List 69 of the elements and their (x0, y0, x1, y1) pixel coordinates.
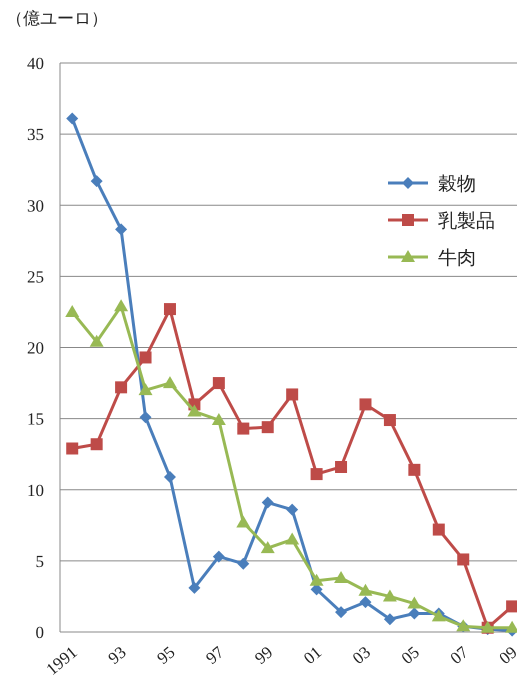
point (432, 524, 445, 536)
y-tick-label: 25 (27, 267, 44, 286)
point (260, 541, 275, 554)
point (310, 468, 323, 480)
point (115, 381, 128, 394)
y-tick-label: 10 (27, 480, 44, 500)
x-tick-label: 95 (153, 642, 179, 668)
point (262, 496, 274, 509)
y-tick-label: 5 (36, 552, 44, 571)
point (408, 464, 420, 476)
point (285, 532, 300, 545)
point (138, 383, 153, 396)
y-tick-label: 20 (27, 338, 44, 358)
y-tick-label: 30 (27, 196, 44, 216)
point (286, 504, 298, 516)
point (335, 606, 348, 618)
point (384, 414, 396, 426)
legend-label: 乳製品 (438, 211, 495, 232)
point (382, 589, 397, 602)
point (187, 404, 202, 417)
point (334, 570, 348, 583)
point (66, 442, 78, 454)
point (212, 413, 226, 426)
x-tick-label: 93 (104, 642, 130, 668)
point (335, 460, 348, 473)
y-tick-label: 40 (27, 54, 44, 73)
x-tick-label: 99 (251, 642, 276, 668)
y-axis-title: （億ユーロ） (6, 9, 108, 28)
point (262, 421, 274, 434)
point (188, 582, 200, 594)
x-tick-label: 05 (398, 642, 423, 668)
point (310, 574, 324, 586)
point (90, 334, 104, 347)
legend-label: 穀物 (438, 174, 476, 195)
point (212, 377, 225, 390)
legend-label: 牛肉 (438, 248, 476, 269)
x-tick-label: 09 (495, 642, 517, 668)
point (212, 550, 225, 563)
point (358, 584, 372, 596)
point (90, 438, 103, 450)
point (359, 596, 372, 608)
point (164, 470, 176, 483)
point (162, 376, 177, 388)
y-tick-label: 35 (27, 125, 44, 144)
point (407, 596, 422, 609)
point (359, 398, 372, 410)
point (66, 112, 78, 124)
point (140, 411, 152, 424)
point (408, 608, 420, 620)
x-tick-label: 03 (348, 642, 374, 668)
point (457, 553, 470, 566)
point (65, 304, 80, 317)
point (115, 223, 128, 236)
x-tick-label: 97 (202, 642, 228, 668)
point (114, 299, 128, 312)
point (506, 600, 517, 612)
x-tick-label: 01 (300, 642, 326, 668)
point (237, 558, 250, 570)
point (140, 351, 152, 364)
point (384, 613, 396, 626)
point (236, 515, 250, 528)
y-tick-label: 15 (27, 410, 44, 429)
point (164, 303, 176, 316)
x-tick-label: 07 (446, 642, 472, 668)
x-tick-label: 1991 (42, 642, 81, 679)
point (90, 175, 103, 188)
point (237, 422, 250, 435)
point (286, 388, 298, 400)
y-tick-label: 0 (36, 623, 44, 642)
